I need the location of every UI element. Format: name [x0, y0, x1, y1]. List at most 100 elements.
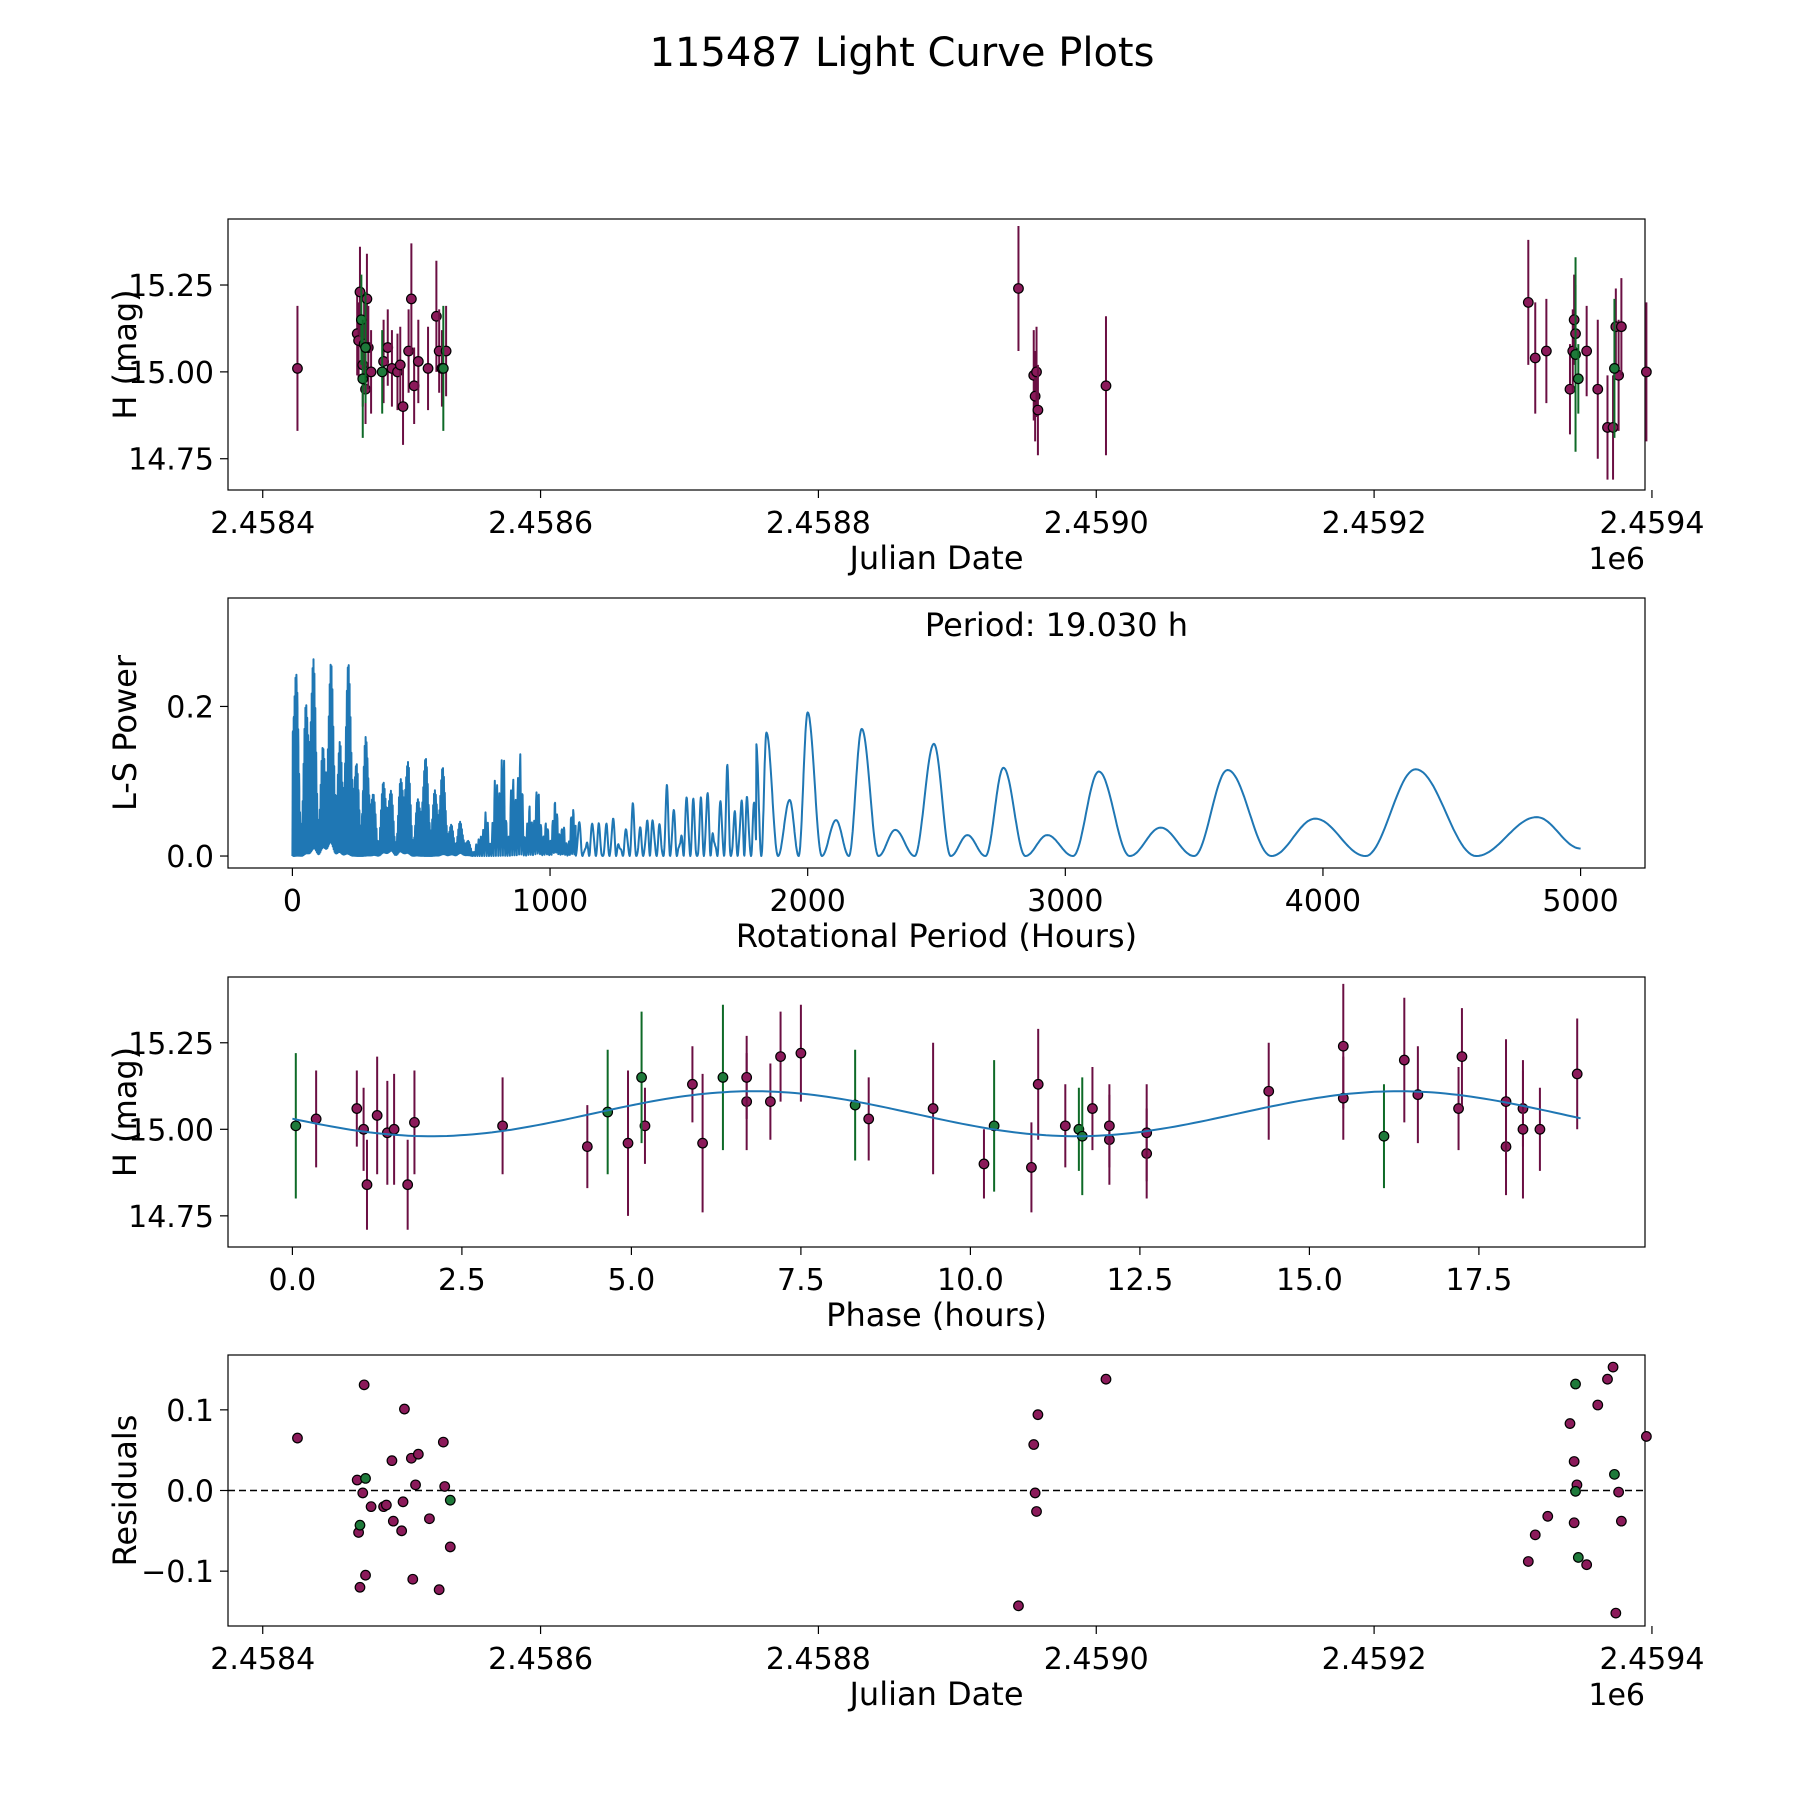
data-point-g	[717, 1071, 729, 1083]
data-point-r	[399, 1403, 410, 1415]
x-axis-label: Julian Date	[847, 1675, 1023, 1713]
x-tick-label: 0	[283, 884, 302, 919]
data-point-r	[1581, 345, 1593, 357]
data-point-r	[1607, 1361, 1619, 1373]
data-point-r	[387, 1515, 399, 1527]
data-point-r	[1529, 1529, 1541, 1541]
data-point-r	[1640, 1431, 1652, 1442]
data-point-g	[437, 362, 449, 374]
x-tick-label: 17.5	[1445, 1263, 1512, 1298]
data-point-r	[397, 1496, 409, 1508]
data-point-r	[410, 1479, 421, 1491]
data-point-r	[1013, 1600, 1024, 1612]
data-point-g	[1572, 373, 1584, 385]
data-point-r	[437, 1436, 449, 1448]
y-axis-label: Residuals	[106, 1415, 144, 1567]
data-point-r	[1398, 1054, 1410, 1066]
data-point-r	[412, 356, 424, 367]
axes-frame	[227, 597, 1646, 869]
data-point-r	[775, 1051, 786, 1063]
y-tick-label: 0.2	[166, 690, 214, 725]
data-point-r	[388, 1123, 400, 1135]
x-tick-label: 7.5	[777, 1263, 825, 1298]
data-point-r	[1522, 296, 1534, 308]
data-point-r	[741, 1071, 753, 1083]
data-point-r	[292, 362, 303, 374]
data-point-r	[1607, 422, 1619, 433]
data-point-r	[697, 1137, 708, 1149]
axes-frame	[227, 976, 1646, 1248]
data-point-r	[422, 362, 434, 374]
data-point-r	[1032, 404, 1044, 416]
data-point-r	[424, 1513, 435, 1525]
data-point-r	[1100, 1373, 1112, 1385]
data-point-r	[1568, 314, 1580, 326]
data-point-r	[622, 1137, 634, 1149]
x-tick-label: 2.4592	[1322, 506, 1427, 541]
data-point-r	[1534, 1123, 1546, 1135]
data-point-g	[1378, 1130, 1390, 1142]
x-tick-label: 2.4594	[1599, 1642, 1704, 1677]
x-tick-label: 10.0	[937, 1263, 1004, 1298]
data-point-r	[1522, 1556, 1534, 1567]
data-point-r	[1592, 1399, 1604, 1411]
data-point-g	[376, 366, 388, 378]
data-point-g	[1609, 362, 1620, 374]
axes-frame	[227, 218, 1646, 491]
data-point-r	[1610, 1607, 1622, 1619]
data-point-r	[927, 1103, 939, 1114]
x-tick-label: 2.4590	[1044, 506, 1149, 541]
period-annotation: Period: 19.030 h	[925, 606, 1188, 644]
x-tick-label: 2.4584	[210, 506, 315, 541]
data-point-r	[1529, 352, 1541, 364]
data-point-r	[1031, 1506, 1042, 1517]
data-point-r	[405, 293, 417, 305]
model-curve	[292, 1090, 1581, 1138]
data-point-r	[444, 1541, 456, 1553]
data-point-r	[764, 1096, 776, 1108]
data-point-g	[360, 1473, 371, 1484]
data-point-r	[1337, 1092, 1349, 1104]
x-tick-label: 4000	[1285, 884, 1361, 919]
x-tick-label: 2.4584	[210, 1642, 315, 1677]
data-point-r	[360, 1569, 371, 1581]
data-point-g	[290, 1120, 302, 1132]
data-point-g	[1570, 1485, 1581, 1497]
data-point-r	[1087, 1103, 1098, 1114]
y-tick-label: 0.0	[166, 840, 214, 875]
data-point-r	[1540, 345, 1552, 357]
data-point-r	[351, 1103, 363, 1114]
data-point-r	[371, 1110, 383, 1121]
data-point-r	[433, 1584, 445, 1596]
data-point-g	[1609, 1468, 1620, 1480]
data-point-r	[380, 1499, 392, 1511]
data-point-r	[358, 1379, 370, 1391]
data-point-r	[863, 1113, 875, 1125]
data-point-r	[1013, 283, 1024, 294]
data-point-r	[1581, 1559, 1593, 1571]
data-point-r	[1615, 321, 1627, 333]
x-tick-label: 2.4588	[766, 506, 871, 541]
data-point-r	[1564, 1418, 1576, 1429]
x-tick-label: 2.4588	[766, 1642, 871, 1677]
data-point-r	[581, 1141, 593, 1153]
x-axis-label: Rotational Period (Hours)	[736, 917, 1137, 955]
data-point-r	[292, 1432, 303, 1444]
x-tick-label: 2.4594	[1599, 506, 1704, 541]
y-tick-label: 15.00	[128, 356, 214, 391]
x-tick-label: 2.5	[438, 1263, 486, 1298]
data-point-r	[397, 401, 409, 413]
x-tick-label: 1000	[512, 884, 588, 919]
y-axis-label: H (mag)	[106, 289, 144, 419]
y-tick-label: 15.00	[128, 1113, 214, 1148]
data-point-r	[1613, 1486, 1625, 1498]
data-point-g	[354, 1519, 366, 1531]
phase-folded-panel: 0.0 2.5 5.0 7.5 10.0 12.5 15.0 17.5 14.75 15.00 15…	[106, 976, 1646, 1334]
data-point-r	[361, 293, 373, 305]
data-point-g	[444, 1494, 456, 1506]
data-point-r	[978, 1158, 990, 1170]
data-point-r	[357, 1487, 369, 1499]
periodogram-line	[291, 658, 1581, 857]
data-point-r	[1542, 1510, 1554, 1522]
data-point-r	[1032, 1409, 1044, 1421]
